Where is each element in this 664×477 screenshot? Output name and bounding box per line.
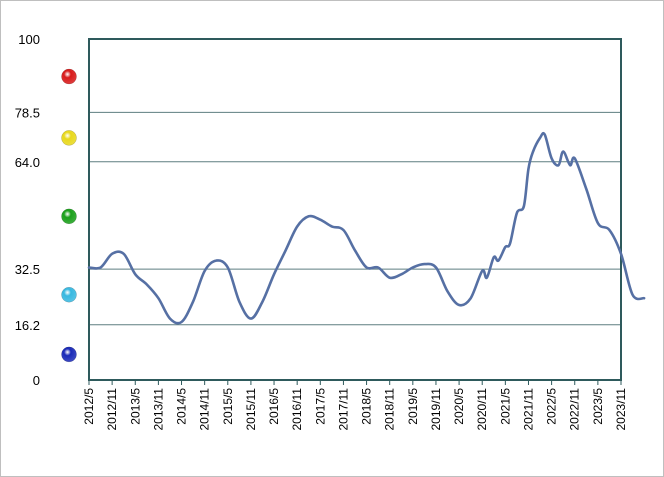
x-tick-label: 2015/11	[244, 388, 258, 431]
x-tick-label: 2012/11	[105, 388, 119, 431]
x-tick-label: 2022/5	[545, 388, 559, 425]
zone-markers	[61, 68, 77, 363]
yellow-marker-ball	[61, 130, 77, 146]
x-tick-label: 2012/5	[82, 388, 96, 425]
x-tick-label: 2023/5	[591, 388, 605, 425]
x-tick-label: 2019/5	[406, 388, 420, 425]
y-tick-label: 78.5	[15, 105, 40, 120]
series-line-index	[87, 131, 646, 325]
light-blue-marker-ball	[61, 287, 77, 303]
x-tick-label: 2023/11	[614, 388, 628, 431]
x-tick-label: 2017/11	[336, 388, 350, 431]
y-tick-label: 32.5	[15, 262, 40, 277]
x-tick-label: 2015/5	[221, 388, 235, 425]
x-tick-label: 2014/5	[175, 388, 189, 425]
gridlines	[89, 111, 621, 326]
x-axis-tick-labels: 2012/5 2012/11 2013/5 2013/11 2014/5 2014/11 2…	[82, 380, 628, 431]
x-tick-label: 2014/11	[198, 388, 212, 431]
y-axis-tick-labels: 0 16.2 32.5 64.0 78.5 100	[15, 32, 40, 388]
x-tick-label: 2020/5	[452, 388, 466, 425]
green-marker-ball	[61, 208, 77, 225]
y-tick-label: 0	[33, 373, 40, 388]
x-tick-label: 2021/5	[498, 388, 512, 425]
x-tick-label: 2021/11	[521, 388, 535, 431]
y-tick-label: 100	[18, 32, 40, 47]
x-tick-label: 2017/5	[313, 388, 327, 425]
x-tick-label: 2022/11	[568, 388, 582, 431]
x-tick-label: 2019/11	[429, 388, 443, 431]
x-tick-label: 2016/11	[290, 388, 304, 431]
x-tick-label: 2018/5	[360, 388, 374, 425]
y-tick-label: 64.0	[15, 155, 40, 170]
dark-blue-marker-ball	[61, 346, 77, 363]
x-tick-label: 2013/11	[151, 388, 165, 431]
x-tick-label: 2013/5	[128, 388, 142, 425]
plot-area-border	[88, 38, 622, 381]
x-tick-label: 2018/11	[383, 388, 397, 431]
x-tick-label: 2016/5	[267, 388, 281, 425]
x-tick-label: 2020/11	[475, 388, 489, 431]
data-series	[87, 131, 646, 325]
plot-border	[88, 38, 622, 381]
y-tick-label: 16.2	[15, 318, 40, 333]
red-marker-ball	[61, 68, 77, 85]
